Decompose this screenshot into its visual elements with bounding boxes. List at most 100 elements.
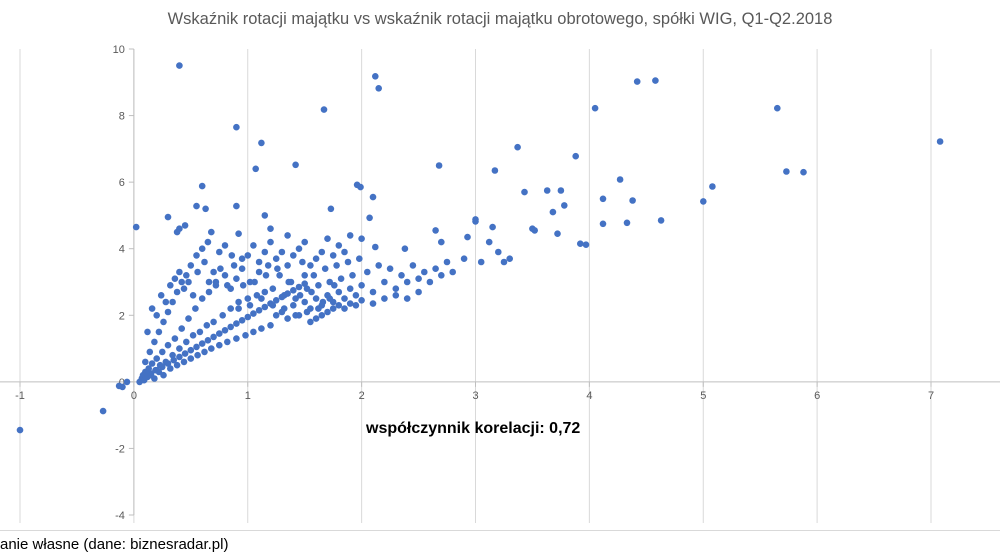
data-point <box>392 292 400 299</box>
data-point <box>272 297 280 304</box>
data-point <box>198 340 206 347</box>
data-point <box>307 262 314 269</box>
data-point <box>312 295 320 302</box>
data-point <box>180 285 188 293</box>
data-point <box>261 303 269 311</box>
data-point <box>201 348 208 356</box>
data-point <box>192 305 199 312</box>
data-point <box>936 138 944 145</box>
data-point <box>449 268 457 276</box>
data-point <box>531 227 538 234</box>
data-point <box>258 325 265 332</box>
data-point <box>285 278 293 286</box>
data-point <box>169 351 176 359</box>
data-point <box>272 255 280 262</box>
data-point <box>341 295 348 302</box>
data-point <box>290 302 297 309</box>
data-point <box>176 353 183 361</box>
data-point <box>460 255 468 262</box>
data-point <box>269 302 277 309</box>
data-point <box>205 288 213 296</box>
data-point <box>290 252 297 259</box>
y-tick-labels: -4 -2 0 2 4 6 8 10 <box>113 44 125 522</box>
data-point <box>187 262 195 269</box>
data-point <box>392 285 400 293</box>
data-point <box>495 248 502 256</box>
x-tick-label: 7 <box>928 390 934 402</box>
data-point <box>375 85 383 92</box>
data-point <box>318 248 326 256</box>
data-point <box>274 265 281 273</box>
data-point <box>356 255 363 262</box>
data-point <box>312 255 320 262</box>
data-point <box>358 297 365 304</box>
data-point <box>255 268 263 276</box>
data-point <box>421 268 428 276</box>
data-point <box>233 202 240 210</box>
data-point <box>381 278 388 286</box>
x-tick-label: 0 <box>131 390 137 402</box>
data-point <box>514 143 521 151</box>
data-point <box>272 312 280 319</box>
data-point <box>196 328 204 336</box>
data-point <box>267 225 274 232</box>
data-point <box>203 322 211 329</box>
data-point <box>386 265 394 273</box>
data-point <box>346 232 354 239</box>
data-point <box>194 351 201 359</box>
data-point <box>159 363 166 371</box>
data-point <box>485 238 493 246</box>
data-point <box>147 371 155 379</box>
data-point <box>208 345 215 352</box>
data-point <box>352 292 360 299</box>
data-point <box>489 223 496 231</box>
data-point <box>204 337 212 344</box>
data-point <box>164 360 172 367</box>
data-point <box>301 298 309 306</box>
data-point <box>148 360 156 367</box>
data-point <box>167 365 174 372</box>
data-point <box>366 214 373 222</box>
data-point <box>577 240 584 247</box>
data-point <box>290 287 297 294</box>
data-point <box>543 187 551 194</box>
data-point <box>299 258 306 266</box>
data-point <box>255 307 263 314</box>
data-point <box>144 328 151 336</box>
data-point <box>180 358 188 366</box>
data-point <box>210 268 217 276</box>
data-point <box>358 282 365 289</box>
data-point <box>178 325 185 332</box>
x-tick-label: -1 <box>15 390 25 402</box>
data-point <box>357 183 364 191</box>
data-point <box>329 252 337 259</box>
data-point <box>170 356 177 364</box>
data-point <box>187 355 195 362</box>
data-point <box>269 285 277 293</box>
y-tick-label: 4 <box>119 244 125 256</box>
data-point <box>315 282 322 289</box>
data-point <box>375 262 383 269</box>
data-point <box>155 328 163 336</box>
data-point <box>216 248 223 256</box>
data-point <box>157 292 165 299</box>
data-point <box>591 104 599 112</box>
data-point <box>176 268 183 276</box>
data-point <box>401 245 409 252</box>
data-point <box>364 268 371 276</box>
data-point <box>657 217 665 224</box>
data-point <box>335 302 343 309</box>
data-point <box>426 278 434 286</box>
data-point <box>295 283 303 291</box>
data-point <box>774 104 781 112</box>
data-point <box>284 315 291 322</box>
data-point <box>183 272 190 279</box>
data-point <box>324 235 331 242</box>
data-point <box>212 282 220 289</box>
data-point <box>198 295 206 302</box>
data-point <box>187 346 195 354</box>
data-point <box>221 272 229 279</box>
data-point <box>346 300 354 307</box>
data-point <box>349 272 356 279</box>
data-point <box>415 275 422 283</box>
